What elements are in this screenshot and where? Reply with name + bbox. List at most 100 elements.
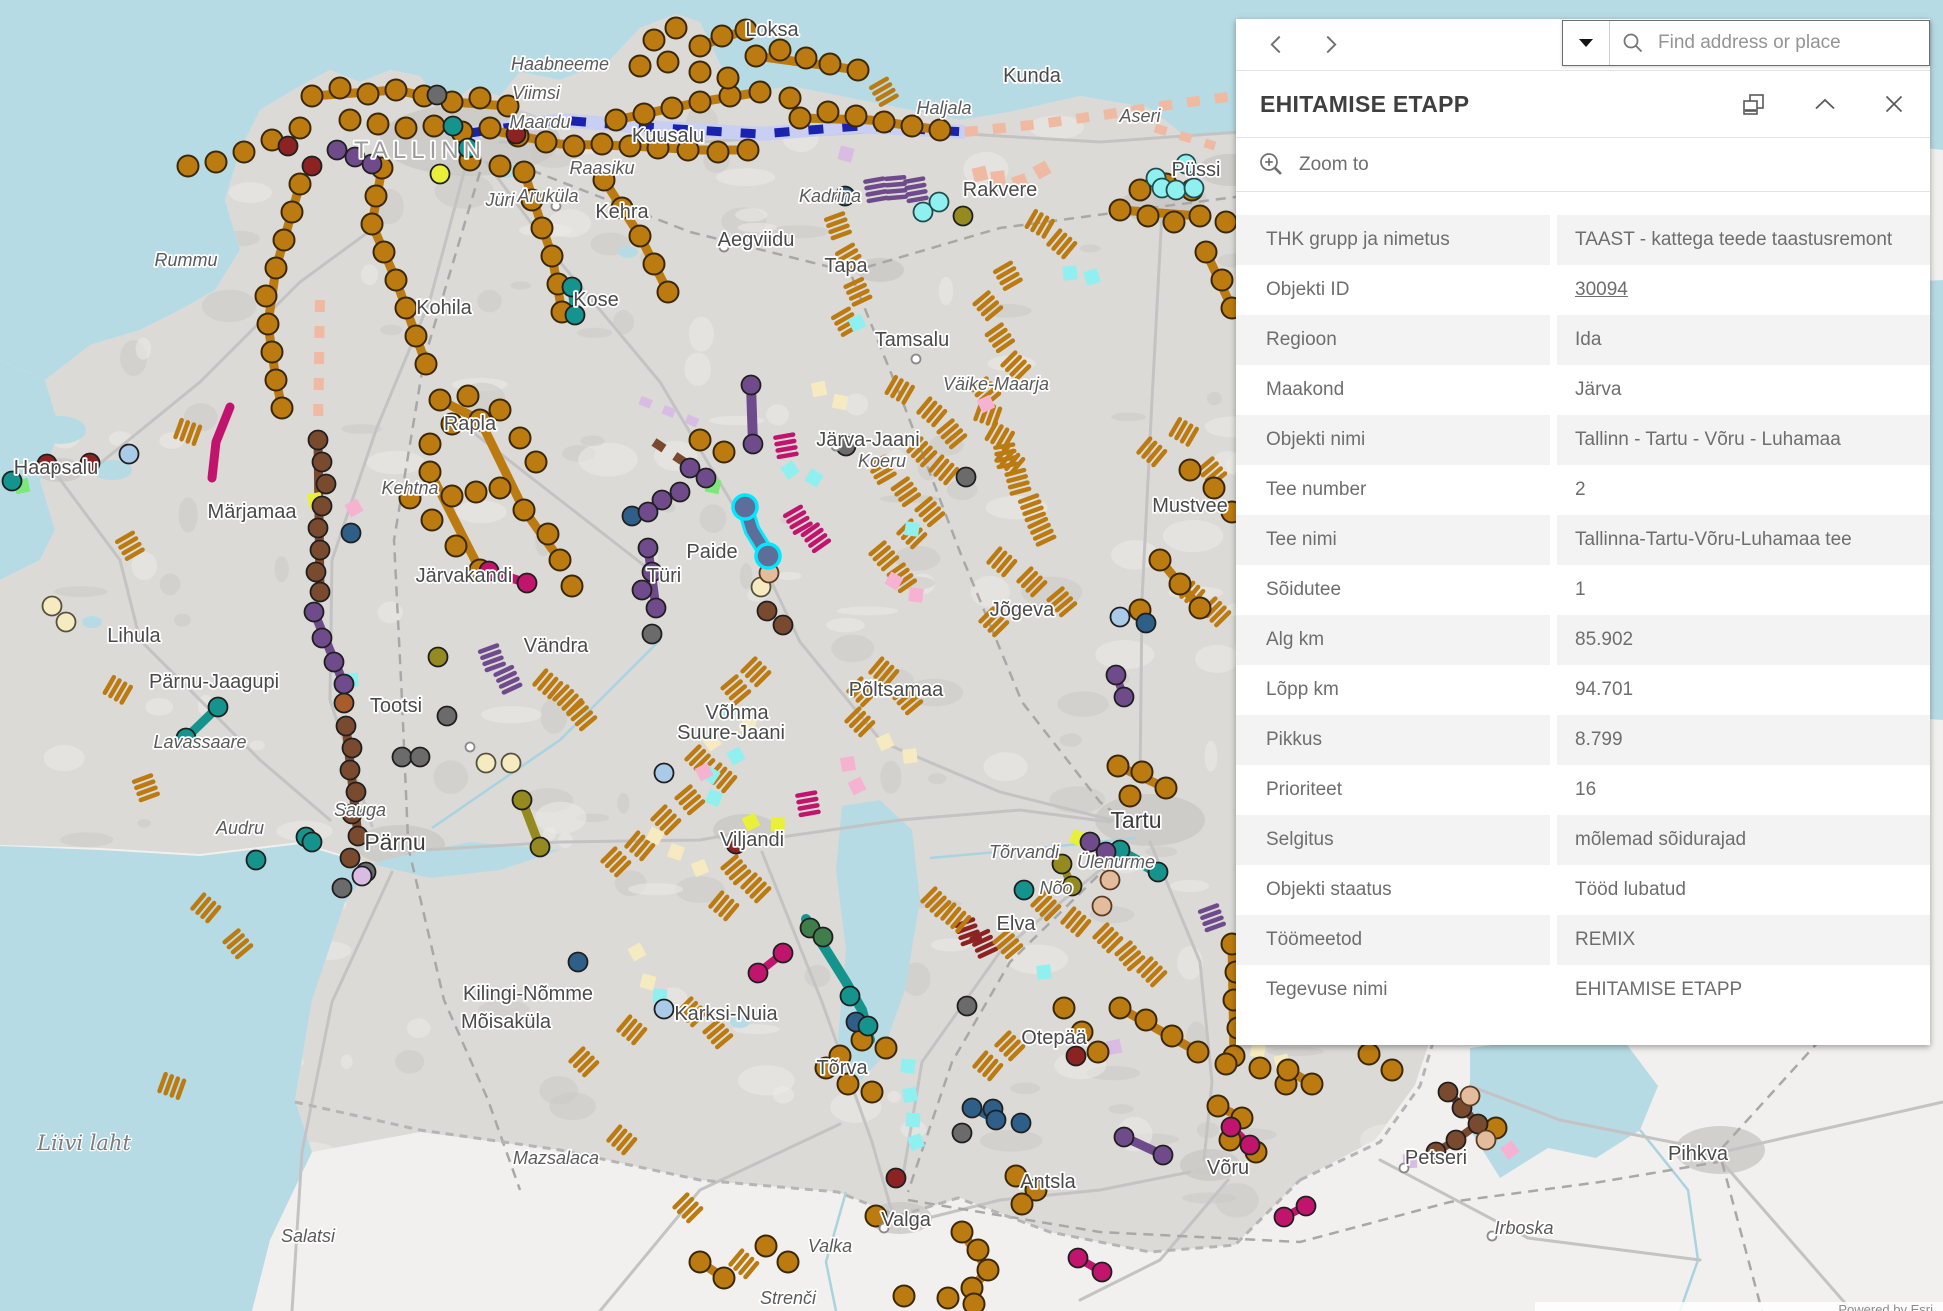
project-point-marker[interactable] (538, 524, 559, 545)
project-point-marker[interactable] (303, 157, 322, 176)
project-point-marker[interactable] (1477, 1131, 1496, 1150)
project-point-marker[interactable] (1115, 1128, 1134, 1147)
project-point-marker[interactable] (347, 783, 366, 802)
project-point-marker[interactable] (424, 116, 445, 137)
project-point-marker[interactable] (234, 142, 255, 163)
project-point-marker[interactable] (477, 754, 496, 773)
project-point-marker[interactable] (1137, 614, 1156, 633)
project-point-marker[interactable] (953, 1124, 972, 1143)
project-point-marker[interactable] (1167, 181, 1186, 200)
project-point-marker[interactable] (531, 838, 550, 857)
project-point-marker[interactable] (592, 134, 613, 155)
project-point-marker[interactable] (756, 1236, 777, 1257)
project-point-marker[interactable] (526, 452, 547, 473)
project-point-marker[interactable] (386, 270, 407, 291)
project-point-marker[interactable] (1382, 1060, 1403, 1081)
project-point-marker[interactable] (708, 142, 729, 163)
project-point-marker[interactable] (1302, 1074, 1323, 1095)
project-point-marker[interactable] (429, 648, 448, 667)
project-point-marker[interactable] (430, 390, 451, 411)
project-point-marker[interactable] (952, 1222, 973, 1243)
project-point-marker[interactable] (1241, 1136, 1260, 1155)
project-point-marker[interactable] (444, 117, 463, 136)
project-point-marker[interactable] (353, 867, 372, 886)
project-point-marker[interactable] (532, 218, 553, 239)
project-point-marker[interactable] (957, 468, 976, 487)
project-point-marker[interactable] (1190, 206, 1211, 227)
project-point-marker[interactable] (1439, 1083, 1458, 1102)
search-source-dropdown[interactable] (1563, 21, 1610, 65)
project-point-marker[interactable] (393, 748, 412, 767)
project-point-marker[interactable] (374, 242, 395, 263)
project-point-marker[interactable] (778, 1252, 799, 1273)
project-point-marker[interactable] (256, 286, 277, 307)
project-point-marker[interactable] (954, 207, 973, 226)
project-point-marker[interactable] (746, 46, 767, 67)
project-point-marker[interactable] (1188, 1042, 1209, 1063)
project-point-marker[interactable] (386, 80, 407, 101)
project-point-marker[interactable] (466, 482, 487, 503)
project-point-marker[interactable] (978, 1260, 999, 1281)
project-point-marker[interactable] (655, 764, 674, 783)
project-point-marker[interactable] (874, 112, 895, 133)
project-point-marker[interactable] (341, 761, 360, 780)
project-point-marker[interactable] (1101, 871, 1120, 890)
project-point-marker[interactable] (358, 84, 379, 105)
project-point-marker[interactable] (550, 550, 571, 571)
project-point-marker[interactable] (335, 675, 354, 694)
project-point-marker[interactable] (1196, 242, 1217, 263)
project-point-marker[interactable] (744, 435, 763, 454)
project-point-marker[interactable] (662, 98, 683, 119)
project-point-marker[interactable] (43, 597, 62, 616)
project-point-marker[interactable] (1164, 212, 1185, 233)
project-point-marker[interactable] (742, 376, 761, 395)
project-point-marker[interactable] (416, 354, 437, 375)
project-point-marker[interactable] (1216, 212, 1237, 233)
project-point-marker[interactable] (968, 1240, 989, 1261)
project-point-marker[interactable] (1107, 666, 1126, 685)
project-point-marker[interactable] (796, 48, 817, 69)
project-point-marker[interactable] (536, 132, 557, 153)
project-point-marker[interactable] (634, 104, 655, 125)
project-point-marker[interactable] (247, 851, 266, 870)
project-point-marker[interactable] (307, 563, 326, 582)
project-point-marker[interactable] (690, 62, 711, 83)
project-point-marker[interactable] (749, 964, 768, 983)
project-point-marker[interactable] (337, 717, 356, 736)
project-point-marker[interactable] (770, 40, 791, 61)
project-point-marker[interactable] (1120, 786, 1141, 807)
collapse-button[interactable] (1814, 97, 1836, 111)
project-point-marker[interactable] (1115, 688, 1134, 707)
project-point-marker[interactable] (714, 1268, 735, 1289)
project-point-marker[interactable] (313, 453, 332, 472)
project-point-marker[interactable] (1108, 756, 1129, 777)
project-point-marker[interactable] (887, 1169, 906, 1188)
project-point-marker[interactable] (647, 599, 666, 618)
project-point-marker[interactable] (335, 694, 354, 713)
project-point-marker[interactable] (206, 152, 227, 173)
project-point-marker[interactable] (714, 442, 735, 463)
project-point-marker[interactable] (305, 603, 324, 622)
project-point-marker[interactable] (658, 52, 679, 73)
project-point-marker[interactable] (862, 1082, 883, 1103)
project-point-marker[interactable] (510, 428, 531, 449)
project-point-marker[interactable] (902, 116, 923, 137)
project-point-marker[interactable] (290, 174, 311, 195)
project-point-marker[interactable] (470, 88, 491, 109)
close-button[interactable] (1884, 94, 1904, 114)
project-point-marker[interactable] (1297, 1197, 1316, 1216)
project-point-marker[interactable] (1136, 1010, 1157, 1031)
next-feature-button[interactable] (1316, 30, 1346, 60)
project-point-marker[interactable] (209, 698, 228, 717)
project-point-marker[interactable] (820, 54, 841, 75)
project-point-marker[interactable] (303, 833, 322, 852)
project-point-marker[interactable] (1111, 608, 1130, 627)
project-point-marker[interactable] (1359, 1044, 1380, 1065)
project-point-marker[interactable] (1275, 1208, 1294, 1227)
project-point-marker[interactable] (774, 944, 793, 963)
project-point-marker[interactable] (120, 445, 139, 464)
project-point-marker[interactable] (639, 539, 658, 558)
project-point-marker[interactable] (290, 118, 311, 139)
project-point-marker[interactable] (564, 136, 585, 157)
project-point-marker[interactable] (1088, 1042, 1109, 1063)
